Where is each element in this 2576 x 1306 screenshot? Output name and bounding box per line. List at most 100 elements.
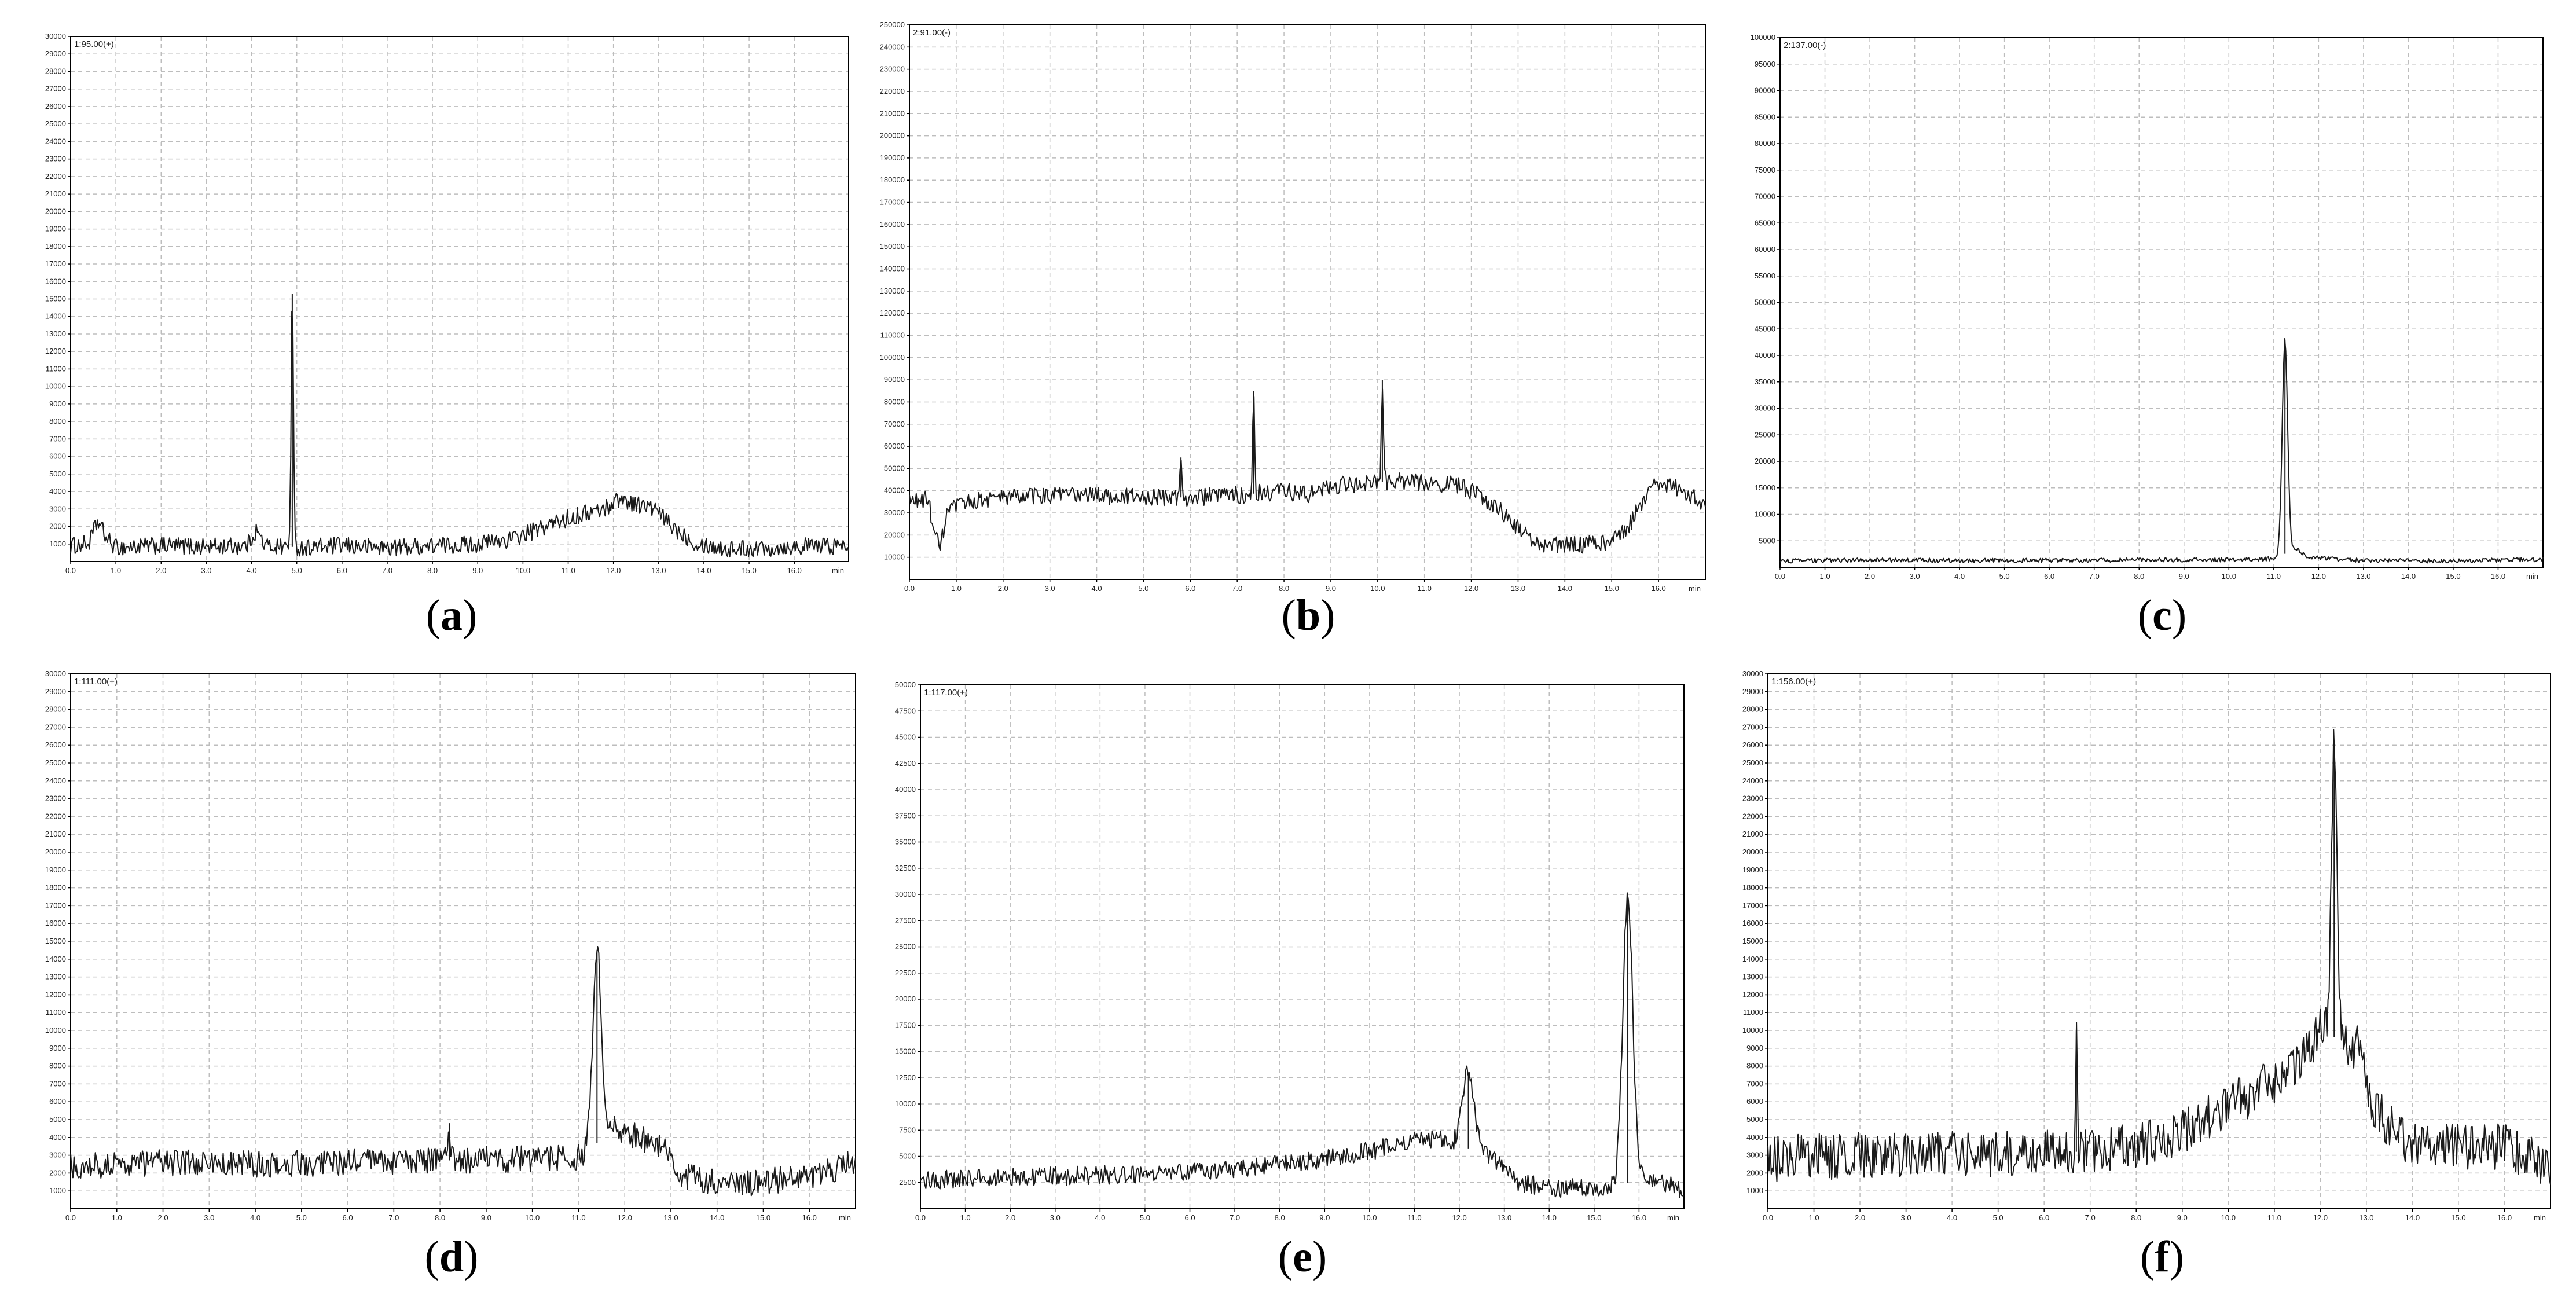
x-tick-label: 4.0 (1095, 1213, 1105, 1222)
y-tick-label: 18000 (1742, 883, 1763, 892)
y-tick-label: 19000 (45, 225, 66, 233)
x-tick-label: 2.0 (998, 584, 1008, 593)
y-tick-label: 85000 (1755, 112, 1775, 121)
y-tick-label: 30000 (45, 669, 66, 678)
y-tick-label: 26000 (45, 740, 66, 749)
x-tick-label: 5.0 (296, 1213, 307, 1222)
y-tick-label: 50000 (895, 680, 916, 689)
y-tick-label: 15000 (1742, 937, 1763, 945)
x-tick-label: 5.0 (292, 566, 302, 575)
y-tick-label: 8000 (49, 1062, 66, 1070)
x-tick-label: 15.0 (1587, 1213, 1601, 1222)
x-tick-label: 12.0 (1452, 1213, 1466, 1222)
x-tick-label: 16.0 (1651, 584, 1665, 593)
x-tick-label: 6.0 (343, 1213, 353, 1222)
y-tick-label: 60000 (884, 442, 905, 450)
chromatogram-trace (920, 892, 1685, 1198)
y-tick-label: 3000 (49, 1151, 66, 1160)
x-tick-label: 3.0 (1910, 572, 1920, 581)
y-tick-label: 180000 (880, 175, 905, 184)
y-tick-label: 70000 (884, 420, 905, 428)
x-tick-label: 1.0 (111, 566, 121, 575)
y-tick-label: 11000 (46, 1008, 66, 1017)
y-tick-label: 1000 (49, 1186, 66, 1195)
y-tick-label: 47500 (895, 706, 916, 715)
x-tick-label: 7.0 (2089, 572, 2100, 581)
y-tick-label: 22000 (45, 172, 66, 181)
x-tick-label: 0.0 (65, 566, 76, 575)
y-tick-label: 90000 (1755, 86, 1775, 95)
y-tick-label: 13000 (1742, 973, 1763, 981)
x-tick-label: 9.0 (481, 1213, 491, 1222)
y-tick-label: 6000 (1746, 1097, 1763, 1106)
y-tick-label: 16000 (45, 919, 66, 927)
y-tick-label: 30000 (884, 508, 905, 517)
y-tick-label: 240000 (880, 42, 905, 51)
y-tick-label: 19000 (1742, 865, 1763, 874)
x-tick-label: 13.0 (651, 566, 666, 575)
y-tick-label: 1000 (49, 540, 66, 548)
y-tick-label: 12000 (45, 990, 66, 999)
x-tick-label: 8.0 (427, 566, 438, 575)
y-tick-label: 12000 (1742, 990, 1763, 999)
y-tick-label: 23000 (45, 155, 66, 163)
y-tick-label: 95000 (1755, 60, 1775, 68)
y-tick-label: 26000 (45, 102, 66, 111)
y-tick-label: 21000 (1742, 830, 1763, 838)
x-tick-label: 6.0 (337, 566, 347, 575)
x-tick-label: 2.0 (1005, 1213, 1015, 1222)
y-tick-label: 21000 (45, 830, 66, 838)
x-axis-label: min (2534, 1213, 2546, 1222)
y-tick-label: 10000 (45, 1026, 66, 1034)
x-tick-label: 8.0 (1279, 584, 1289, 593)
x-tick-label: 9.0 (1319, 1213, 1330, 1222)
x-tick-label: 0.0 (1775, 572, 1785, 581)
y-tick-label: 15000 (1755, 483, 1775, 492)
y-tick-label: 150000 (880, 242, 905, 251)
x-tick-label: 13.0 (1497, 1213, 1511, 1222)
y-tick-label: 24000 (45, 137, 66, 145)
x-tick-label: 14.0 (696, 566, 711, 575)
x-tick-label: 1.0 (112, 1213, 122, 1222)
x-tick-label: 13.0 (1511, 584, 1525, 593)
x-tick-label: 9.0 (2179, 572, 2189, 581)
y-tick-label: 3000 (1746, 1151, 1763, 1160)
x-tick-label: 16.0 (2491, 572, 2505, 581)
x-tick-label: 2.0 (1865, 572, 1875, 581)
y-tick-label: 45000 (1755, 324, 1775, 333)
x-tick-label: 3.0 (204, 1213, 214, 1222)
x-tick-label: 7.0 (2085, 1213, 2096, 1222)
x-tick-label: 9.0 (1326, 584, 1336, 593)
x-tick-label: 15.0 (756, 1213, 770, 1222)
x-tick-label: 14.0 (2405, 1213, 2420, 1222)
x-tick-label: 2.0 (1855, 1213, 1865, 1222)
x-tick-label: 16.0 (2497, 1213, 2512, 1222)
x-tick-label: 8.0 (2131, 1213, 2141, 1222)
y-tick-label: 3000 (49, 504, 66, 513)
x-tick-label: 14.0 (710, 1213, 724, 1222)
y-tick-label: 17000 (1742, 901, 1763, 909)
chart-panel-c: 5000 10000 15000 20000 25000 30000 35000 40000 4… (1751, 33, 2544, 640)
y-tick-label: 18000 (45, 883, 66, 892)
y-tick-label: 30000 (895, 890, 916, 898)
y-tick-label: 32500 (895, 864, 916, 872)
y-tick-label: 2000 (1746, 1168, 1763, 1177)
x-tick-label: 5.0 (1999, 572, 2010, 581)
x-tick-label: 13.0 (2356, 572, 2370, 581)
panel-caption-letter: f (2155, 1232, 2170, 1281)
y-tick-label: 170000 (880, 198, 905, 207)
plot-frame (909, 24, 1706, 580)
x-tick-label: 10.0 (525, 1213, 540, 1222)
chart-panel-e: 2500 5000 7500 10000 12500 15000 17500 20000 225… (895, 680, 1685, 1281)
trace-label: 1:117.00(+) (924, 688, 968, 698)
y-tick-label: 16000 (1742, 919, 1763, 927)
y-tick-label: 24000 (1742, 776, 1763, 785)
x-tick-label: 10.0 (516, 566, 530, 575)
x-tick-label: 6.0 (1184, 1213, 1195, 1222)
y-tick-label: 20000 (45, 848, 66, 856)
y-tick-label: 7000 (1746, 1079, 1763, 1088)
y-tick-label: 250000 (880, 20, 905, 29)
y-tick-label: 22000 (45, 812, 66, 820)
x-tick-label: 14.0 (1558, 584, 1572, 593)
